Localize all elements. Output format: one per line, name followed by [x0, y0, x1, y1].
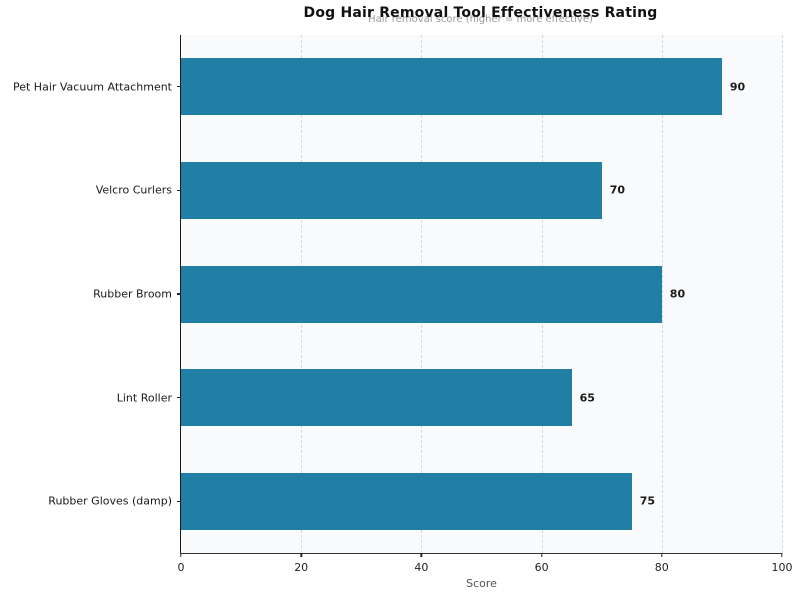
category-label: Lint Roller — [116, 391, 172, 405]
bar-value-label: 80 — [669, 287, 686, 301]
y-tick-3 — [177, 396, 181, 399]
category-label: Pet Hair Vacuum Attachment — [12, 80, 172, 94]
bar-3 — [181, 369, 572, 427]
bar-value-label: 75 — [639, 494, 656, 508]
x-tick-80 — [661, 553, 663, 557]
category-label: Velcro Curlers — [95, 183, 172, 197]
x-tick-60 — [540, 553, 543, 557]
y-tick-0 — [177, 86, 181, 88]
y-tick-1 — [177, 189, 181, 192]
bar-value-label: 70 — [609, 183, 625, 197]
x-tick-40 — [420, 553, 423, 557]
x-tick-label-60: 60 — [534, 561, 549, 574]
category-label: Rubber Gloves (damp) — [48, 494, 172, 508]
gridline-x-80 — [661, 35, 663, 553]
x-tick-label-0: 0 — [177, 561, 185, 574]
bar-1 — [181, 161, 602, 219]
category-label: Rubber Broom — [93, 287, 172, 301]
gridline-x-100 — [782, 35, 783, 553]
chart-title: Dog Hair Removal Tool Effectiveness Rati… — [303, 5, 658, 21]
x-tick-label-20: 20 — [294, 561, 309, 574]
x-tick-label-40: 40 — [414, 561, 429, 574]
x-tick-20 — [300, 553, 302, 557]
x-tick-label-80: 80 — [654, 561, 669, 574]
x-axis-label: Score — [466, 577, 497, 590]
plot-area: Score 0 20 40 60 80 100 90 Pet Hair Vacuum Atta… — [13, 35, 793, 590]
x-tick-0 — [180, 553, 182, 557]
bar-4 — [181, 472, 632, 530]
x-tick-label-100: 100 — [771, 561, 793, 574]
x-tick-100 — [781, 553, 783, 557]
bar-0 — [181, 58, 722, 116]
chart-subtitle: Hair removal score (higher = more effect… — [368, 14, 593, 25]
bar-value-label: 90 — [729, 80, 746, 94]
y-tick-4 — [177, 500, 181, 502]
bar-value-label: 65 — [579, 391, 595, 405]
y-tick-2 — [177, 293, 181, 295]
bar-2 — [181, 265, 662, 323]
